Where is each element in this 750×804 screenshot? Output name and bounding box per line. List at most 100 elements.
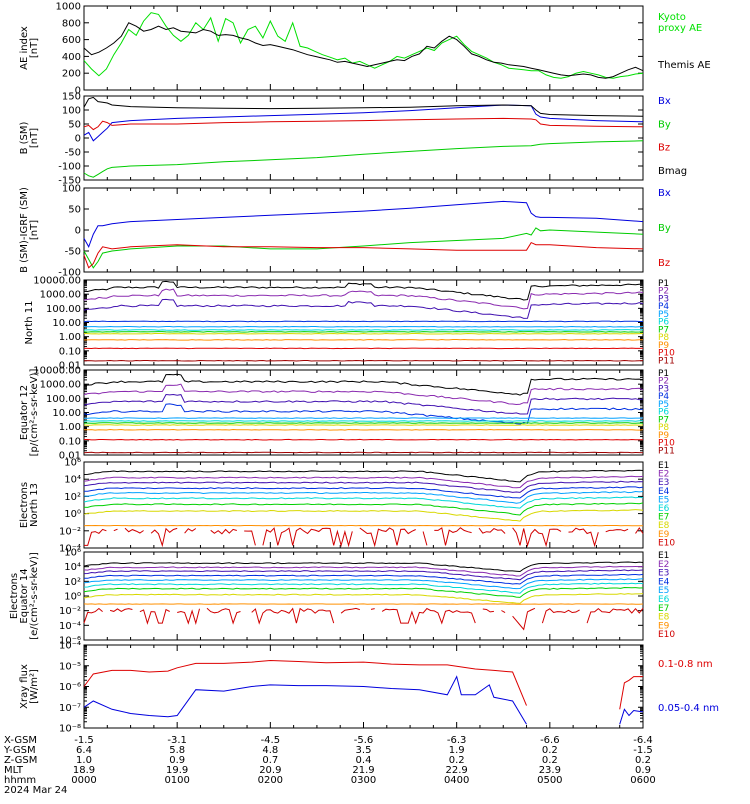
axis-row-value: 0600 [630, 775, 655, 786]
date-label: 2024 Mar 24 [4, 785, 67, 796]
series-line-e8 [84, 510, 643, 521]
y-tick-label: 1000 [56, 2, 81, 13]
series-line-0.05-0.4-nm [84, 677, 527, 725]
legend-entry: proxy AE [658, 23, 702, 34]
series-line-p10 [84, 439, 643, 440]
legend-entry: Bz [658, 258, 670, 269]
legend-entry-p11: P11 [658, 446, 675, 456]
series-line-bz [84, 118, 643, 129]
series-line-kyoto-proxy-ae [84, 13, 643, 79]
legend-entry: Bz [658, 143, 670, 154]
series-line-e3 [84, 481, 643, 492]
series-line-0.05-0.4-nm [620, 709, 643, 724]
series-line-p6 [84, 330, 643, 331]
panel-pnorth: 0.010.101.0010.00100.001000.0010000.00No… [24, 276, 675, 372]
y-axis-label: [nT] [29, 128, 40, 148]
y-tick-label: 400 [62, 52, 81, 63]
y-tick-label: 100 [62, 106, 81, 117]
y-tick-label: 1000.00 [40, 380, 81, 391]
y-tick-label: 0.10 [59, 346, 81, 357]
series-line-e7 [84, 503, 643, 515]
legend-entry-p11: P11 [658, 356, 675, 366]
y-tick-label: -50 [65, 247, 81, 258]
legend-entry: Bx [658, 96, 671, 107]
series-line-p5 [84, 418, 643, 419]
series-line-e8 [84, 594, 643, 604]
legend-entry: 0.1-0.8 nm [658, 659, 713, 670]
series-line-e10 [84, 608, 643, 629]
y-tick-label: -100 [58, 162, 81, 173]
legend-entry: Kyoto [658, 12, 686, 23]
series-line-p11 [84, 452, 643, 453]
y-tick-label: 0 [75, 134, 81, 145]
y-axis-label: North 11 [24, 301, 35, 345]
panel-pequator: 0.010.101.0010.00100.001000.0010000.00Eq… [19, 366, 675, 462]
panel-frame [84, 552, 643, 640]
series-line-e6 [84, 497, 643, 508]
y-tick-label: 1.00 [59, 422, 81, 433]
y-tick-label: 10000.00 [33, 366, 81, 377]
series-line-e4 [84, 574, 643, 584]
legend-entry-e10: E10 [658, 630, 675, 640]
y-tick-label: 0 [75, 226, 81, 237]
y-tick-label: 10⁻⁸ [59, 724, 81, 735]
series-line-p9 [84, 340, 643, 341]
y-axis-label: North 13 [29, 483, 40, 527]
axis-row-value: 0400 [444, 775, 469, 786]
y-axis-label: [nT] [29, 220, 40, 240]
y-tick-label: 100.00 [46, 394, 81, 405]
y-tick-label: 800 [62, 18, 81, 29]
y-tick-label: 10⁻⁴ [59, 641, 81, 652]
series-line-p6 [84, 421, 643, 422]
y-tick-label: 10⁰ [64, 592, 81, 603]
y-tick-label: 0.10 [59, 436, 81, 447]
series-line-p3 [84, 299, 643, 318]
y-tick-label: 10⁴ [64, 562, 81, 573]
series-line-bx [84, 105, 643, 141]
y-tick-label: 200 [62, 69, 81, 80]
series-line-p11 [84, 361, 643, 362]
series-line-e2 [84, 476, 643, 487]
series-line-p8 [84, 425, 643, 426]
series-line-p8 [84, 334, 643, 335]
y-tick-label: 10⁶ [64, 458, 81, 469]
series-line-e7 [84, 588, 643, 598]
panel-frame [84, 6, 643, 90]
y-tick-label: 10⁻⁶ [59, 682, 81, 693]
y-tick-label: -50 [65, 148, 81, 159]
series-line-p10 [84, 348, 643, 349]
y-tick-label: 10⁻⁷ [59, 703, 81, 714]
y-tick-label: 10⁰ [64, 509, 81, 520]
y-tick-label: 100.00 [46, 304, 81, 315]
series-line-p7 [84, 423, 643, 424]
legend-entry: By [658, 223, 671, 234]
y-tick-label: 10000.00 [33, 276, 81, 287]
legend-entry: Bx [658, 188, 671, 199]
panel-frame [84, 370, 643, 455]
y-tick-label: 1000.00 [40, 290, 81, 301]
y-axis-label: [e/(cm²-s-sr-keV)] [29, 552, 40, 640]
y-tick-label: 150 [62, 92, 81, 103]
series-line-p4 [84, 321, 643, 322]
y-tick-label: 10⁻² [59, 606, 81, 617]
series-line-p2 [84, 289, 643, 309]
legend-entry-e10: E10 [658, 538, 675, 548]
series-line-e1 [84, 562, 643, 572]
series-line-p5 [84, 327, 643, 328]
series-line-themis-ae [84, 23, 643, 78]
y-tick-label: 10⁴ [64, 475, 81, 486]
legend-entry: Bmag [658, 166, 687, 177]
series-line-bx [84, 201, 643, 246]
y-tick-label: 600 [62, 35, 81, 46]
series-line-by [84, 141, 643, 177]
y-tick-label: 10⁻⁵ [59, 661, 81, 672]
axis-row-value: 0500 [537, 775, 562, 786]
